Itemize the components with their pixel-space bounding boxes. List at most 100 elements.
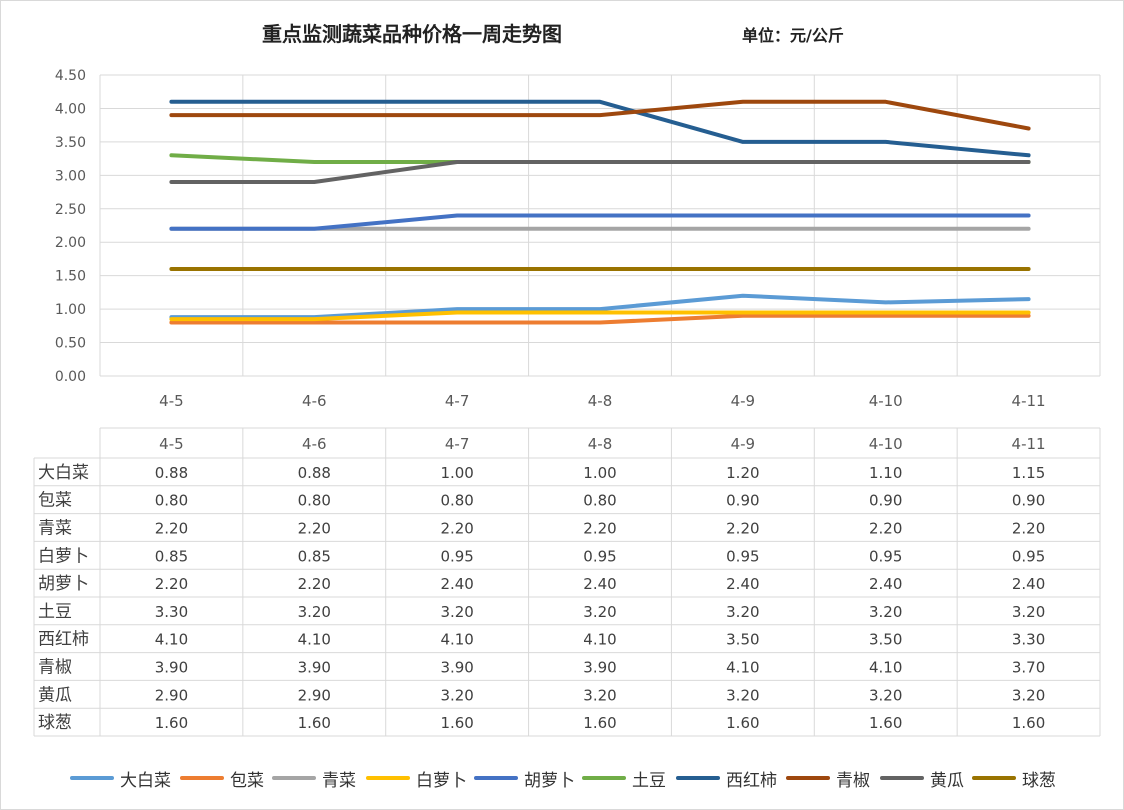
table-value-cell: 1.60 <box>1012 714 1045 732</box>
table-value-cell: 2.20 <box>298 520 331 538</box>
x-tick-label: 4-10 <box>869 392 903 410</box>
table-header-cell: 4-7 <box>445 435 470 453</box>
table-value-cell: 0.95 <box>869 547 902 565</box>
table-header-cell: 4-11 <box>1012 435 1046 453</box>
legend-label: 青菜 <box>322 770 356 791</box>
table-value-cell: 3.90 <box>440 659 473 677</box>
legend-item: 球葱 <box>972 764 1056 792</box>
table-value-cell: 2.20 <box>583 520 616 538</box>
legend-label: 黄瓜 <box>930 770 964 791</box>
legend-label: 胡萝卜 <box>524 770 575 791</box>
table-value-cell: 0.90 <box>726 492 759 510</box>
legend-item: 青椒 <box>786 764 870 792</box>
table-value-cell: 2.40 <box>869 575 902 593</box>
legend-swatch <box>366 776 410 780</box>
table-value-cell: 2.20 <box>155 520 188 538</box>
y-tick-label: 3.00 <box>55 168 86 184</box>
table-value-cell: 1.15 <box>1012 464 1045 482</box>
table-value-cell: 0.95 <box>1012 547 1045 565</box>
table-value-cell: 0.80 <box>155 492 188 510</box>
table-header-cell: 4-6 <box>302 435 327 453</box>
legend-item: 大白菜 <box>70 764 171 792</box>
table-value-cell: 1.10 <box>869 464 902 482</box>
legend-swatch <box>474 776 518 780</box>
legend-label: 大白菜 <box>120 770 171 791</box>
x-tick-label: 4-9 <box>731 392 756 410</box>
table-value-cell: 3.20 <box>298 603 331 621</box>
table-value-cell: 2.20 <box>726 520 759 538</box>
legend-item: 青菜 <box>272 764 356 792</box>
table-value-cell: 2.90 <box>155 686 188 704</box>
table-header-cell: 4-5 <box>159 435 184 453</box>
table-value-cell: 0.85 <box>155 547 188 565</box>
legend-swatch <box>180 776 224 780</box>
table-value-cell: 4.10 <box>726 659 759 677</box>
table-value-cell: 1.60 <box>869 714 902 732</box>
chart-title: 重点监测蔬菜品种价格一周走势图 <box>262 22 562 46</box>
legend-label: 土豆 <box>632 770 666 791</box>
table-value-cell: 0.88 <box>155 464 188 482</box>
legend-swatch <box>786 776 830 780</box>
table-value-cell: 0.80 <box>298 492 331 510</box>
legend-swatch <box>70 776 114 780</box>
table-value-cell: 1.00 <box>440 464 473 482</box>
table-value-cell: 1.60 <box>155 714 188 732</box>
table-value-cell: 4.10 <box>440 631 473 649</box>
table-value-cell: 0.85 <box>298 547 331 565</box>
x-tick-label: 4-6 <box>302 392 327 410</box>
series-line-9 <box>169 160 1031 184</box>
table-value-cell: 2.20 <box>155 575 188 593</box>
legend-label: 西红柿 <box>726 770 777 791</box>
table-value-cell: 2.40 <box>726 575 759 593</box>
table-value-cell: 0.95 <box>726 547 759 565</box>
series-line-4 <box>169 310 1031 322</box>
chart-unit: 单位：元/公斤 <box>742 26 844 45</box>
series-line-8 <box>169 99 1031 131</box>
table-header-cell: 4-8 <box>588 435 613 453</box>
table-value-cell: 2.90 <box>298 686 331 704</box>
legend: 大白菜 包菜 青菜 白萝卜 胡萝卜 土豆 西红柿 青椒 黄瓜 球葱 <box>0 764 1124 792</box>
table-value-cell: 0.90 <box>1012 492 1045 510</box>
table-series-name: 大白菜 <box>38 463 89 483</box>
table-series-name: 胡萝卜 <box>38 574 89 594</box>
table-value-cell: 3.20 <box>583 686 616 704</box>
table-value-cell: 1.00 <box>583 464 616 482</box>
legend-label: 白萝卜 <box>416 770 467 791</box>
table-value-cell: 4.10 <box>869 659 902 677</box>
legend-swatch <box>972 776 1016 780</box>
y-tick-label: 0.50 <box>55 336 86 352</box>
table-value-cell: 3.90 <box>155 659 188 677</box>
legend-item: 土豆 <box>582 764 666 792</box>
table-value-cell: 3.20 <box>1012 603 1045 621</box>
legend-label: 包菜 <box>230 770 264 791</box>
table-series-name: 青菜 <box>38 519 72 539</box>
table-value-cell: 3.70 <box>1012 659 1045 677</box>
legend-swatch <box>582 776 626 780</box>
legend-item: 白萝卜 <box>366 764 467 792</box>
table-value-cell: 4.10 <box>155 631 188 649</box>
table-value-cell: 0.80 <box>440 492 473 510</box>
series-line-5 <box>169 213 1031 231</box>
table-value-cell: 1.20 <box>726 464 759 482</box>
table-series-name: 土豆 <box>38 602 72 622</box>
table-value-cell: 3.90 <box>298 659 331 677</box>
table-value-cell: 4.10 <box>583 631 616 649</box>
y-tick-label: 1.50 <box>55 269 86 285</box>
table-value-cell: 0.80 <box>583 492 616 510</box>
table-value-cell: 2.20 <box>440 520 473 538</box>
table-value-cell: 0.95 <box>440 547 473 565</box>
table-series-name: 球葱 <box>38 713 72 733</box>
table-value-cell: 2.20 <box>869 520 902 538</box>
legend-swatch <box>676 776 720 780</box>
table-value-cell: 2.40 <box>1012 575 1045 593</box>
legend-label: 青椒 <box>836 770 870 791</box>
table-series-name: 白萝卜 <box>38 546 89 566</box>
legend-swatch <box>272 776 316 780</box>
y-tick-label: 4.00 <box>55 101 86 117</box>
x-tick-label: 4-8 <box>588 392 613 410</box>
y-tick-label: 4.50 <box>55 68 86 84</box>
y-tick-label: 2.50 <box>55 202 86 218</box>
x-tick-label: 4-7 <box>445 392 470 410</box>
